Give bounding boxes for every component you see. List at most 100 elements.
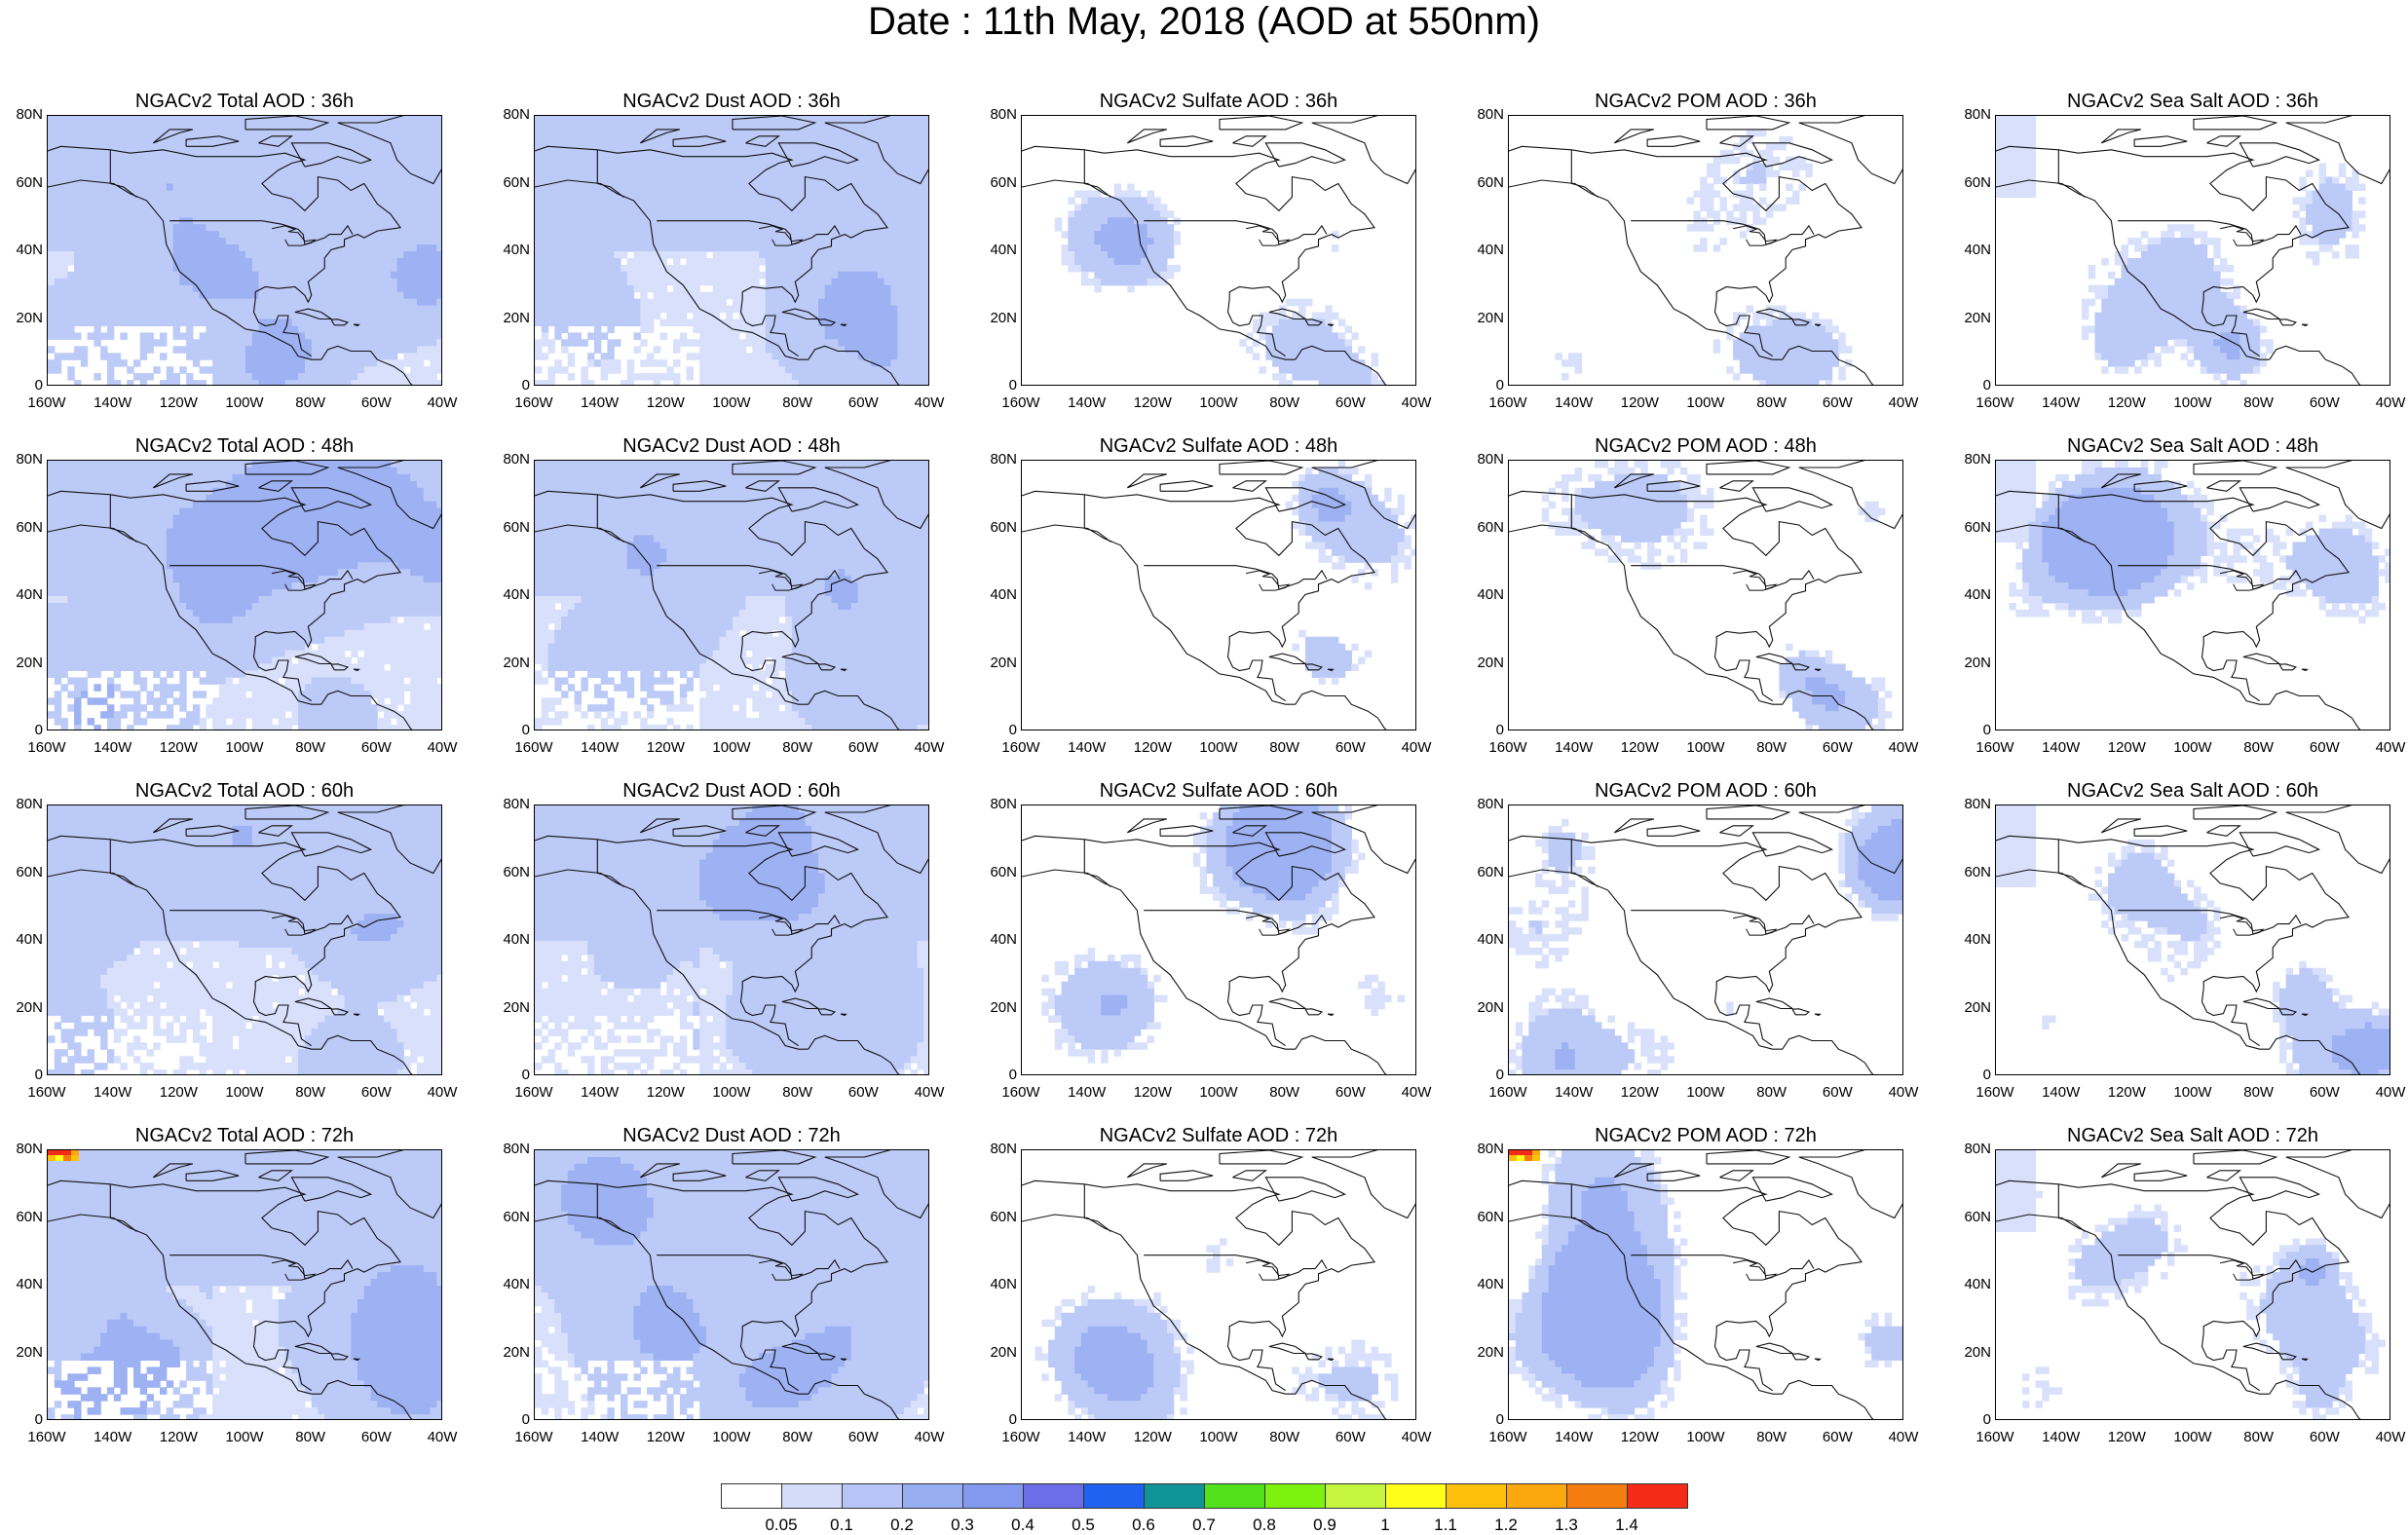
lon-tick-label: 120W [1615, 395, 1664, 410]
lon-tick-label: 120W [641, 740, 690, 755]
lon-tick-label: 140W [1063, 395, 1111, 410]
lon-tick-label: 140W [576, 1430, 624, 1444]
panel-title: NGACv2 Dust AOD : 36h [534, 90, 929, 113]
lon-tick-label: 80W [1748, 740, 1796, 755]
lon-tick-label: 60W [1813, 1430, 1862, 1444]
lon-tick-label: 120W [1128, 1430, 1177, 1444]
lat-tick-label: 40N [982, 932, 1017, 947]
panel-title: NGACv2 Sea Salt AOD : 60h [1995, 779, 2390, 803]
lon-tick-label: 100W [1194, 395, 1243, 410]
lon-tick-label: 100W [1194, 1430, 1243, 1444]
map-panel [534, 115, 929, 386]
lon-tick-label: 80W [2235, 395, 2283, 410]
lat-tick-label: 40N [1956, 243, 1991, 257]
lon-tick-label: 60W [839, 395, 887, 410]
lon-tick-label: 40W [418, 395, 467, 410]
panel-title: NGACv2 POM AOD : 60h [1508, 779, 1903, 803]
lon-tick-label: 120W [154, 740, 203, 755]
colorbar-swatch [781, 1483, 843, 1509]
colorbar-label: 0.9 [1300, 1516, 1349, 1535]
lon-tick-label: 140W [89, 1430, 137, 1444]
panel-title: NGACv2 Total AOD : 72h [47, 1124, 442, 1147]
lat-tick-label: 40N [1469, 243, 1504, 257]
lon-tick-label: 140W [1063, 1430, 1111, 1444]
lat-tick-label: 40N [1956, 587, 1991, 602]
lat-tick-label: 60N [1956, 175, 1991, 190]
colorbar-swatch [1023, 1483, 1084, 1509]
lat-tick-label: 80N [8, 1142, 43, 1156]
lat-tick-label: 0 [495, 1412, 530, 1427]
lon-tick-label: 100W [2168, 1085, 2217, 1100]
lat-tick-label: 20N [1956, 1000, 1991, 1015]
lat-tick-label: 20N [1956, 655, 1991, 670]
lat-tick-label: 0 [8, 378, 43, 393]
lon-tick-label: 40W [1392, 395, 1441, 410]
lat-tick-label: 0 [8, 1067, 43, 1082]
lat-tick-label: 0 [1956, 378, 1991, 393]
lon-tick-label: 60W [352, 1085, 400, 1100]
lon-tick-label: 60W [1326, 740, 1374, 755]
panel-title: NGACv2 Sulfate AOD : 36h [1021, 90, 1416, 113]
colorbar-swatch [721, 1483, 782, 1509]
lat-tick-label: 60N [495, 1210, 530, 1224]
map-canvas [48, 1150, 442, 1420]
lon-tick-label: 160W [997, 395, 1045, 410]
map-panel [1508, 115, 1903, 386]
colorbar-label: 1.2 [1482, 1516, 1530, 1535]
lon-tick-label: 80W [286, 1085, 335, 1100]
map-panel [1508, 460, 1903, 730]
map-canvas [48, 461, 442, 730]
lat-tick-label: 40N [982, 243, 1017, 257]
lat-tick-label: 20N [8, 311, 43, 325]
map-canvas [1509, 805, 1903, 1075]
lon-tick-label: 80W [1260, 1085, 1309, 1100]
lon-tick-label: 140W [89, 1085, 137, 1100]
lon-tick-label: 120W [2102, 740, 2151, 755]
lat-tick-label: 40N [1956, 1277, 1991, 1292]
lat-tick-label: 60N [495, 520, 530, 535]
colorbar-swatch [962, 1483, 1024, 1509]
colorbar-swatch [1204, 1483, 1265, 1509]
panel-title: NGACv2 Total AOD : 60h [47, 779, 442, 803]
map-canvas [1022, 1150, 1416, 1420]
lon-tick-label: 140W [576, 1085, 624, 1100]
lon-tick-label: 40W [1879, 395, 1928, 410]
lon-tick-label: 40W [2366, 395, 2408, 410]
lon-tick-label: 100W [1194, 740, 1243, 755]
lon-tick-label: 100W [220, 1085, 269, 1100]
colorbar-label: 1.3 [1542, 1516, 1591, 1535]
colorbar-swatch [842, 1483, 903, 1509]
lon-tick-label: 100W [2168, 740, 2217, 755]
map-panel [534, 1149, 929, 1420]
map-canvas [1022, 116, 1416, 386]
lon-tick-label: 100W [1194, 1085, 1243, 1100]
colorbar-swatch [1446, 1483, 1507, 1509]
lon-tick-label: 40W [1879, 1430, 1928, 1444]
lon-tick-label: 40W [1392, 1085, 1441, 1100]
map-panel [1995, 115, 2390, 386]
lat-tick-label: 0 [495, 1067, 530, 1082]
lat-tick-label: 80N [982, 452, 1017, 467]
panel-title: NGACv2 POM AOD : 48h [1508, 434, 1903, 458]
lat-tick-label: 80N [1956, 107, 1991, 122]
lon-tick-label: 120W [1128, 740, 1177, 755]
lon-tick-label: 60W [2300, 1085, 2349, 1100]
map-canvas [1022, 805, 1416, 1075]
lat-tick-label: 40N [495, 1277, 530, 1292]
lat-tick-label: 60N [1956, 520, 1991, 535]
lon-tick-label: 80W [773, 740, 822, 755]
lat-tick-label: 20N [982, 311, 1017, 325]
aod-field [1041, 805, 1405, 1064]
lat-tick-label: 40N [8, 1277, 43, 1292]
lat-tick-label: 60N [8, 865, 43, 880]
map-panel [534, 805, 929, 1075]
panel-title: NGACv2 Total AOD : 48h [47, 434, 442, 458]
panel-title: NGACv2 Dust AOD : 48h [534, 434, 929, 458]
map-canvas [1996, 805, 2390, 1075]
lon-tick-label: 160W [22, 1085, 71, 1100]
aod-field [1035, 1238, 1399, 1420]
lon-tick-label: 80W [1260, 740, 1309, 755]
lon-tick-label: 120W [1615, 1430, 1664, 1444]
lat-tick-label: 0 [1956, 1067, 1991, 1082]
colorbar-swatch [902, 1483, 963, 1509]
